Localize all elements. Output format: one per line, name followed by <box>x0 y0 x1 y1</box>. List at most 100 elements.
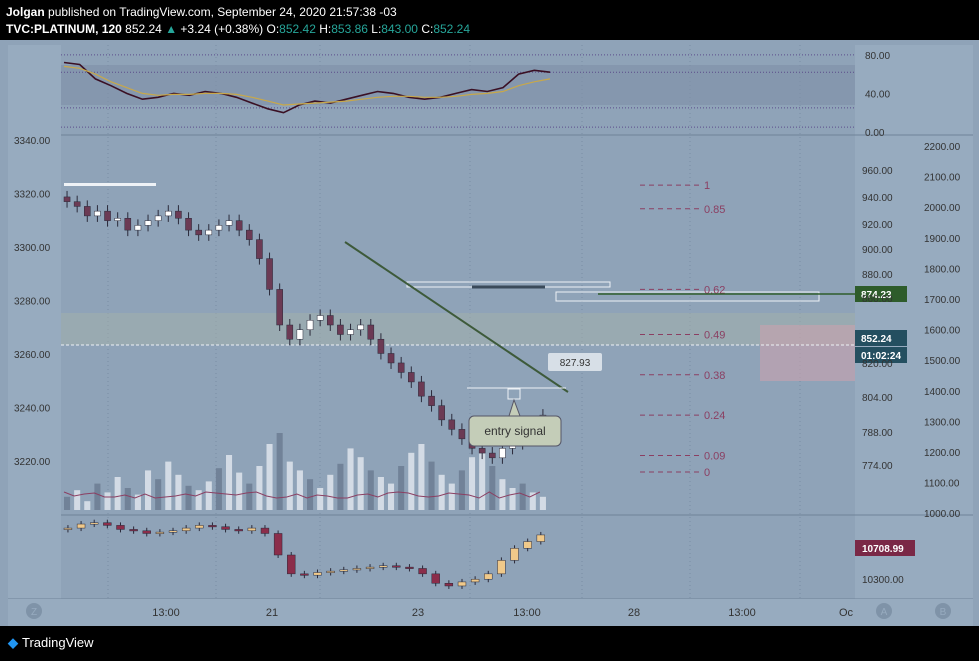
volume-bar <box>519 483 526 510</box>
right-axis-tick: 860.00 <box>862 294 893 305</box>
far-right-axis-tick: 1500.00 <box>924 356 961 367</box>
right-axis-area[interactable] <box>855 45 915 599</box>
volume-bar <box>347 448 354 510</box>
lower-candle <box>326 570 335 573</box>
candle <box>306 320 314 330</box>
right-axis-tick: 960.00 <box>862 166 893 177</box>
far-right-axis-tick: 1900.00 <box>924 234 961 245</box>
lower-candle <box>444 583 454 587</box>
volume-bar <box>236 472 243 510</box>
volume-bar <box>418 444 425 510</box>
close-label: C: <box>421 22 434 36</box>
candle <box>256 239 263 259</box>
symbol-label[interactable]: TVC:PLATINUM, 120 <box>6 22 122 36</box>
candle <box>195 229 202 236</box>
lower-candle <box>168 530 178 533</box>
candle <box>377 338 385 354</box>
fib-level-label: 0.49 <box>704 329 725 341</box>
far-right-axis-tick: 1100.00 <box>924 479 960 490</box>
candle <box>225 220 233 226</box>
far-right-axis-tick: 1200.00 <box>924 448 961 459</box>
lower-candle <box>523 541 532 549</box>
far-right-axis-area[interactable] <box>915 45 973 599</box>
far-right-axis-tick: 1700.00 <box>924 295 961 306</box>
footer: ◆ TradingView <box>0 626 979 661</box>
candle <box>114 218 121 221</box>
time-axis-buttons[interactable]: Z A B <box>26 603 951 619</box>
volume-bar <box>296 470 303 510</box>
lower-candle <box>510 548 519 561</box>
candle <box>73 201 81 207</box>
far-right-axis-tick: 1600.00 <box>924 326 961 337</box>
candle <box>175 210 182 219</box>
volume-bar <box>377 477 384 510</box>
volume-bar <box>195 490 202 510</box>
lower-candle <box>142 530 151 534</box>
candle <box>337 324 344 335</box>
left-axis-tick: 3280.00 <box>14 297 51 308</box>
right-axis-tick: 774.00 <box>862 461 893 472</box>
volume-bar <box>74 490 81 510</box>
volume-bar <box>458 470 465 510</box>
lower-candle <box>484 573 493 580</box>
open-label: O: <box>266 22 280 36</box>
price-label-last-bg <box>855 330 907 346</box>
auto-scale-icon[interactable] <box>876 603 892 619</box>
volume-bar <box>529 492 536 510</box>
axis-labels: 3340.00 3320.00 3300.00 3280.00 3260.00 3240.… <box>14 136 961 619</box>
volume-bar <box>134 494 141 510</box>
trend-line <box>344 241 569 393</box>
osc-axis-tick: 40.00 <box>865 89 890 100</box>
high-value: 853.86 <box>331 22 368 36</box>
candle <box>367 324 375 340</box>
publish-info: published on TradingView.com, September … <box>48 5 397 19</box>
time-axis-tick: 13:00 <box>728 607 756 619</box>
high-label: H: <box>319 22 332 36</box>
left-axis-tick: 3340.00 <box>14 136 51 147</box>
volume-bar <box>337 463 344 510</box>
candle <box>246 229 253 240</box>
author-name[interactable]: Jolgan <box>6 5 45 19</box>
timezone-icon[interactable] <box>26 603 42 619</box>
left-axis-area[interactable] <box>8 45 61 599</box>
lower-candle <box>103 522 112 526</box>
osc-axis-tick: 0.00 <box>865 128 885 139</box>
left-axis-tick: 3220.00 <box>14 457 51 468</box>
price-change: +3.24 (+0.38%) <box>180 22 264 36</box>
timezone-icon-glyph: Z <box>31 607 37 618</box>
lower-candle <box>431 573 440 584</box>
lower-candle <box>418 568 427 575</box>
log-scale-icon[interactable] <box>935 603 951 619</box>
fib-level-label: 0.24 <box>704 410 725 422</box>
lower-panel-value: 10708.99 <box>862 544 904 555</box>
volume-bar <box>317 488 324 510</box>
close-value: 852.24 <box>433 22 471 36</box>
lower-indicator-panel: 10708.99 10300.00 <box>63 519 915 589</box>
volume-bar <box>124 488 131 510</box>
measure-label: 827.93 <box>560 358 591 369</box>
lower-candle <box>155 531 165 534</box>
lower-candle <box>234 529 243 532</box>
last-price: 852.24 <box>125 22 162 36</box>
candle <box>134 225 142 231</box>
fib-level-label: 0 <box>704 467 710 479</box>
candle <box>428 395 435 406</box>
candle <box>296 329 304 340</box>
volume-bar <box>469 457 476 510</box>
volume-bar <box>256 466 263 510</box>
time-axis-area[interactable] <box>8 599 973 626</box>
candle <box>235 220 243 231</box>
candle <box>357 324 364 330</box>
fib-level-label: 0.85 <box>704 204 725 216</box>
candle <box>205 229 213 236</box>
level-marker-left <box>64 183 156 186</box>
lower-candle <box>221 526 230 530</box>
tradingview-logo[interactable]: ◆ TradingView <box>8 635 94 651</box>
volume-bar <box>539 496 546 510</box>
candle <box>448 419 456 430</box>
lower-candle <box>90 522 99 525</box>
lower-candle <box>260 527 270 534</box>
far-right-axis-tick: 2000.00 <box>924 203 961 214</box>
level-rect-lower <box>555 291 820 302</box>
